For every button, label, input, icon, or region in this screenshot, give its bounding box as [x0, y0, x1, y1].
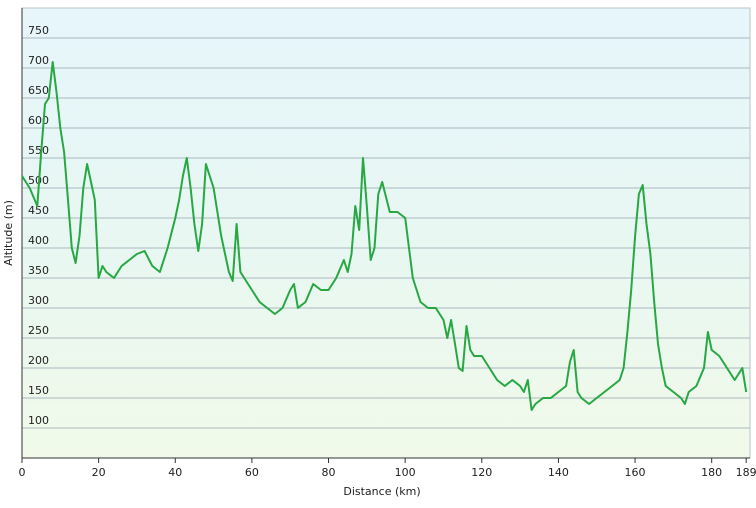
y-tick-label: 150	[28, 384, 49, 397]
y-tick-label: 650	[28, 84, 49, 97]
y-tick-label: 600	[28, 114, 49, 127]
x-tick-label: 20	[92, 466, 106, 479]
x-tick-label: 160	[625, 466, 646, 479]
y-tick-label: 750	[28, 24, 49, 37]
y-tick-label: 550	[28, 144, 49, 157]
y-tick-label: 700	[28, 54, 49, 67]
plot-area	[21, 7, 751, 459]
x-tick-label: 180	[701, 466, 722, 479]
y-tick-label: 450	[28, 204, 49, 217]
y-tick-label: 200	[28, 354, 49, 367]
elevation-line	[21, 61, 748, 411]
y-tick-label: 400	[28, 234, 49, 247]
x-tick-label: 100	[395, 466, 416, 479]
y-tick-label: 300	[28, 294, 49, 307]
x-tick-label: 60	[245, 466, 259, 479]
x-tick-label: 189	[736, 466, 756, 479]
y-tick-label: 100	[28, 414, 49, 427]
x-tick-label: 80	[322, 466, 336, 479]
y-axis-label: Altitude (m)	[2, 200, 15, 266]
x-axis-label: Distance (km)	[343, 485, 420, 498]
x-tick-label: 120	[471, 466, 492, 479]
y-tick-label: 250	[28, 324, 49, 337]
x-tick-label: 40	[168, 466, 182, 479]
x-tick-label: 0	[19, 466, 26, 479]
x-tick-label: 140	[548, 466, 569, 479]
y-tick-label: 350	[28, 264, 49, 277]
